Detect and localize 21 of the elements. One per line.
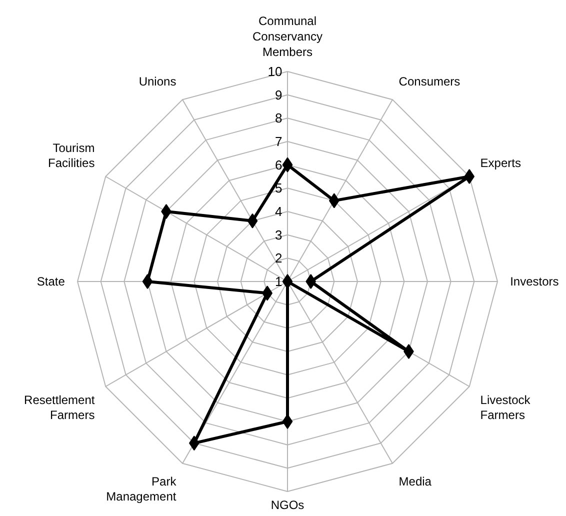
y-tick-label: 7 — [275, 134, 282, 149]
y-tick-label: 8 — [275, 110, 282, 126]
spoke-label: State — [36, 274, 66, 288]
spoke-label: NGOs — [270, 498, 304, 512]
spoke-label: Tourism Facilities — [48, 140, 95, 170]
y-tick-label: 2 — [275, 250, 282, 266]
spoke-label: Experts — [480, 156, 521, 170]
spoke-label: Unions — [138, 74, 176, 89]
spoke-label: Park Management — [106, 474, 178, 504]
spoke-label: Consumers — [398, 74, 460, 89]
y-tick-label: 10 — [268, 64, 282, 79]
spoke-label: Resettlement Farmers — [24, 392, 96, 422]
spoke-label: Investors — [510, 274, 559, 288]
spoke-label: Livestock Farmers — [480, 392, 532, 422]
y-tick-label: 9 — [275, 87, 282, 102]
spoke-label: Media — [398, 474, 432, 488]
spoke-label: Communal Conservancy Members — [252, 14, 323, 59]
y-tick-label: 3 — [275, 227, 282, 242]
y-tick-label: 1 — [275, 274, 282, 289]
y-tick-label: 4 — [275, 204, 282, 219]
y-tick-label: 6 — [275, 157, 282, 172]
